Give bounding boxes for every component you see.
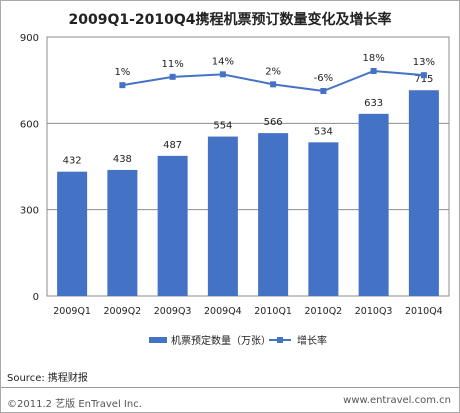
growth-point: [420, 72, 427, 79]
bar: [408, 90, 439, 296]
chart-title: 2009Q1-2010Q4携程机票预订数量变化及增长率: [68, 12, 392, 28]
x-tick-label: 2010Q3: [355, 306, 393, 317]
bar: [57, 171, 88, 296]
bar: [107, 169, 138, 296]
bar: [358, 113, 389, 296]
growth-point: [219, 71, 226, 78]
x-tick-label: 2009Q1: [53, 306, 91, 317]
legend-line-marker: [277, 337, 283, 343]
bar-value-label: 438: [113, 154, 132, 165]
growth-label: -6%: [314, 73, 333, 84]
bar-value-label: 534: [314, 126, 333, 137]
y-tick-label: 600: [20, 119, 39, 130]
growth-label: 2%: [265, 66, 281, 77]
source-note: Source: 携程财报: [7, 373, 88, 384]
growth-point: [370, 68, 377, 74]
growth-label: 1%: [114, 67, 130, 78]
x-tick-label: 2009Q3: [154, 306, 192, 317]
bar: [157, 155, 188, 296]
legend-bar-swatch: [149, 337, 167, 343]
bar: [258, 133, 289, 296]
footer-divider: [1, 387, 459, 388]
x-tick-label: 2010Q2: [305, 306, 343, 317]
bar-value-label: 554: [213, 121, 232, 132]
growth-label: 13%: [413, 57, 435, 68]
bar-value-label: 715: [414, 74, 433, 85]
legend-line-label: 增长率: [297, 334, 327, 347]
bar: [308, 142, 339, 296]
x-tick-label: 2010Q4: [405, 306, 443, 317]
legend-bar-label: 机票预定数量（万张）: [171, 334, 271, 347]
bar-value-label: 432: [63, 156, 82, 167]
growth-label: 14%: [212, 56, 234, 67]
copyright-text: ©2011.2 艺版 EnTravel Inc.: [7, 399, 142, 410]
bar-value-label: 487: [163, 140, 182, 151]
chart-canvas: 0 300 600 900 432 2009Q1 438 2009Q2 487 2009Q3 554…: [20, 33, 450, 347]
y-tick-label: 900: [20, 33, 39, 44]
y-tick-label: 0: [33, 292, 39, 303]
growth-label: 18%: [363, 53, 385, 64]
bar-value-label: 566: [264, 117, 283, 128]
website-url: www.entravel.com.cn: [343, 395, 451, 406]
growth-point: [119, 82, 126, 89]
growth-point: [270, 81, 277, 88]
x-tick-label: 2009Q2: [104, 306, 142, 317]
y-tick-label: 300: [20, 206, 39, 217]
growth-point: [320, 88, 327, 94]
plot-area: [46, 36, 450, 297]
growth-point: [169, 73, 176, 80]
growth-label: 11%: [162, 59, 184, 70]
x-tick-label: 2009Q4: [204, 306, 242, 317]
bar: [207, 136, 238, 296]
x-tick-label: 2010Q1: [254, 306, 292, 317]
bar-value-label: 633: [364, 98, 383, 109]
